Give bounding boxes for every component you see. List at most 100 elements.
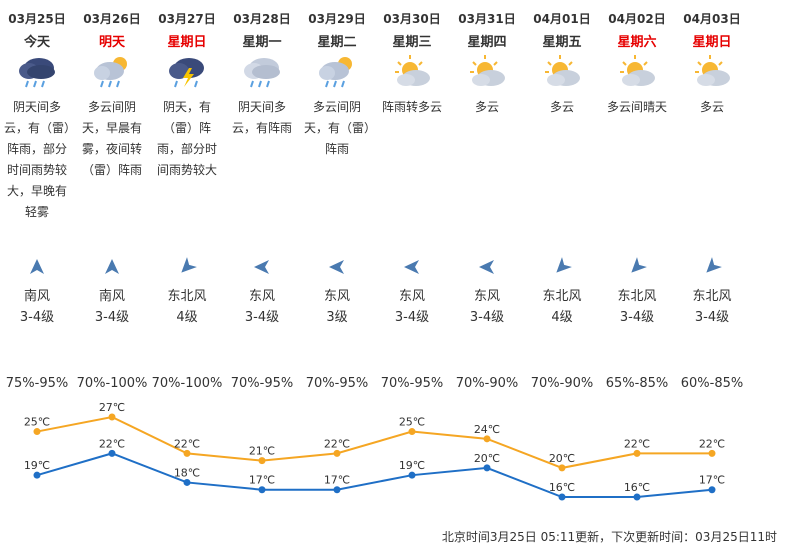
wind-level: 3-4级 bbox=[694, 310, 730, 325]
update-time-footer: 北京时间3月25日 05:11更新，下次更新时间：03月25日11时 bbox=[441, 530, 777, 544]
wind-direction: 东北风 bbox=[617, 289, 657, 304]
forecast-date: 03月28日 bbox=[233, 12, 291, 26]
wind-direction-icon bbox=[102, 257, 122, 277]
weather-description: 阴天间多云，有（雷）阵雨，部分时间雨势较大，早晚有轻雾 bbox=[3, 100, 70, 219]
wind-direction-icon bbox=[402, 257, 422, 277]
partly-cloudy-icon bbox=[392, 54, 432, 90]
high-temp-label: 25℃ bbox=[24, 416, 50, 429]
wind-direction: 东风 bbox=[398, 289, 425, 304]
weather-description: 阵雨转多云 bbox=[381, 100, 442, 114]
sun-cloud-rain-icon bbox=[92, 54, 132, 90]
thunder-rain-icon bbox=[167, 54, 207, 90]
forecast-day-label: 明天 bbox=[98, 35, 125, 50]
wind-direction-icon bbox=[327, 257, 347, 277]
partly-cloudy-icon bbox=[467, 54, 507, 90]
weather-description: 阴天间多云，有阵雨 bbox=[231, 100, 292, 135]
low-temp-label: 16℃ bbox=[549, 481, 575, 494]
high-temp-point bbox=[708, 449, 716, 457]
wind-direction-icon bbox=[27, 257, 47, 277]
high-temp-point bbox=[558, 464, 566, 472]
wind-direction-icon bbox=[252, 257, 272, 277]
low-temp-label: 18℃ bbox=[174, 466, 200, 479]
low-temp-line bbox=[36, 452, 713, 498]
low-temp-point bbox=[708, 486, 716, 494]
wind-level: 3-4级 bbox=[244, 310, 280, 325]
weather-description: 多云间阴天，早晨有雾，夜间转（雷）阵雨 bbox=[81, 100, 142, 177]
low-temp-label: 19℃ bbox=[399, 459, 425, 472]
high-temp-point bbox=[108, 413, 116, 421]
humidity-range: 70%-100% bbox=[151, 376, 223, 391]
low-temp-label: 19℃ bbox=[24, 459, 50, 472]
low-temp-point bbox=[633, 493, 641, 501]
low-temp-label: 16℃ bbox=[624, 481, 650, 494]
wind-level: 4级 bbox=[551, 310, 573, 325]
high-temp-label: 25℃ bbox=[399, 416, 425, 429]
forecast-day-label: 星期二 bbox=[317, 35, 357, 50]
low-temp-point bbox=[408, 471, 416, 479]
low-temp-label: 17℃ bbox=[699, 474, 725, 487]
high-temp-point bbox=[258, 457, 266, 465]
low-temp-label: 17℃ bbox=[324, 474, 350, 487]
weather-description: 多云 bbox=[699, 100, 724, 114]
humidity-range: 70%-90% bbox=[530, 376, 594, 391]
humidity-range: 60%-85% bbox=[680, 376, 744, 391]
wind-level: 3-4级 bbox=[19, 310, 55, 325]
wind-direction: 东风 bbox=[473, 289, 500, 304]
humidity-range: 70%-90% bbox=[455, 376, 519, 391]
forecast-date: 03月27日 bbox=[158, 12, 216, 26]
wind-direction-icon bbox=[698, 253, 726, 281]
forecast-date: 03月25日 bbox=[8, 12, 66, 26]
humidity-range: 70%-95% bbox=[380, 376, 444, 391]
wind-direction: 东北风 bbox=[692, 289, 732, 304]
forecast-day-label: 星期日 bbox=[692, 35, 732, 50]
low-temp-point bbox=[183, 478, 191, 486]
wind-level: 4级 bbox=[176, 310, 198, 325]
wind-direction-icon bbox=[623, 253, 651, 281]
forecast-day-label: 星期四 bbox=[467, 35, 507, 50]
low-temp-label: 22℃ bbox=[99, 437, 125, 450]
partly-cloudy-icon bbox=[542, 54, 582, 90]
high-temp-line bbox=[36, 415, 712, 469]
high-temp-label: 27℃ bbox=[99, 401, 125, 414]
forecast-date: 03月26日 bbox=[83, 12, 141, 26]
forecast-date: 04月03日 bbox=[683, 12, 741, 26]
wind-direction: 东北风 bbox=[542, 289, 582, 304]
weather-description: 多云 bbox=[474, 100, 499, 114]
wind-level: 3-4级 bbox=[469, 310, 505, 325]
forecast-date: 03月29日 bbox=[308, 12, 366, 26]
wind-direction: 南风 bbox=[23, 289, 50, 304]
humidity-range: 75%-95% bbox=[5, 376, 69, 391]
low-temp-point bbox=[108, 449, 116, 457]
weather-description: 多云间晴天 bbox=[606, 100, 667, 114]
humidity-range: 70%-100% bbox=[76, 376, 148, 391]
low-temp-label: 20℃ bbox=[474, 452, 500, 465]
wind-direction-icon bbox=[548, 253, 576, 281]
low-temp-point bbox=[558, 493, 566, 501]
low-temp-point bbox=[483, 464, 491, 472]
high-temp-point bbox=[408, 428, 416, 436]
low-temp-point bbox=[33, 471, 41, 479]
wind-level: 3-4级 bbox=[94, 310, 130, 325]
low-temp-point bbox=[333, 486, 341, 494]
low-temp-label: 17℃ bbox=[249, 474, 275, 487]
high-temp-point bbox=[33, 428, 41, 436]
high-temp-point bbox=[483, 435, 491, 443]
wind-direction: 东北风 bbox=[167, 289, 207, 304]
partly-cloudy-icon bbox=[617, 54, 657, 90]
high-temp-point bbox=[183, 449, 191, 457]
high-temp-point bbox=[333, 449, 341, 457]
forecast-day-label: 星期六 bbox=[617, 35, 657, 50]
sun-cloud-rain-icon bbox=[317, 54, 357, 90]
high-temp-label: 22℃ bbox=[174, 437, 200, 450]
humidity-range: 70%-95% bbox=[230, 376, 294, 391]
rain-cloud-icon bbox=[17, 54, 57, 90]
high-temp-label: 22℃ bbox=[324, 437, 350, 450]
forecast-day-label: 星期五 bbox=[542, 35, 582, 50]
forecast-day-label: 星期日 bbox=[167, 35, 207, 50]
humidity-range: 70%-95% bbox=[305, 376, 369, 391]
weather-description: 阴天，有（雷）阵雨，部分时间雨势较大 bbox=[156, 100, 217, 177]
forecast-day-label: 星期三 bbox=[392, 35, 432, 50]
wind-direction: 南风 bbox=[98, 289, 125, 304]
forecast-date: 03月30日 bbox=[383, 12, 441, 26]
partly-cloudy-icon bbox=[692, 54, 732, 90]
